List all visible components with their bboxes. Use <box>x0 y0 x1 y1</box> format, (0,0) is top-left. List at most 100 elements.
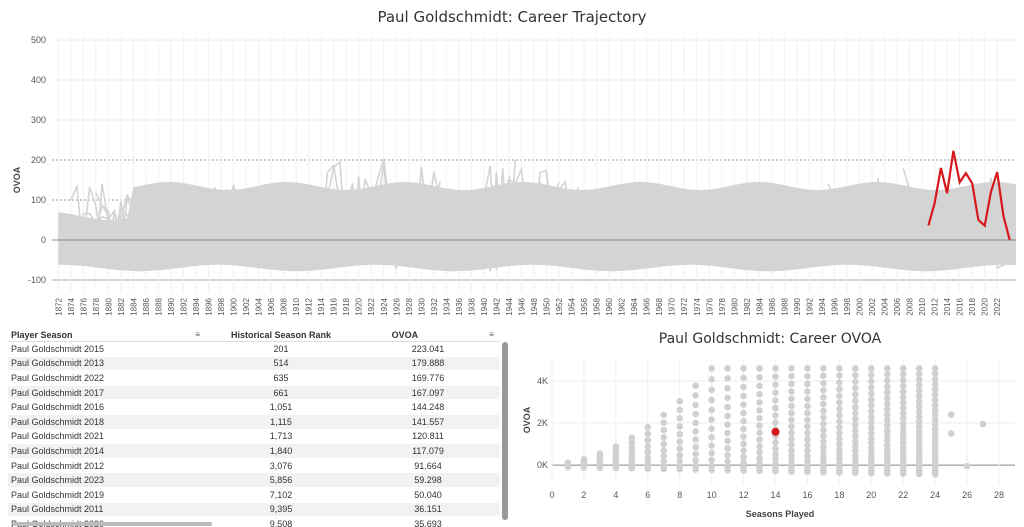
x-tick-label: 1898 <box>217 297 226 315</box>
player-point <box>692 457 699 464</box>
player-point <box>931 365 939 372</box>
player-point <box>740 365 747 372</box>
x-tick-label: 1892 <box>179 297 188 315</box>
x-tick-label: 1992 <box>805 297 814 315</box>
ovoa-cell: 144.248 <box>411 402 445 413</box>
header-rank[interactable]: Historical Season Rank <box>230 329 332 340</box>
horizontal-scrollbar[interactable] <box>12 522 212 526</box>
rank-cell: 201 <box>273 343 289 354</box>
ovoa-cell: 120.811 <box>412 431 444 442</box>
player-point <box>836 411 843 419</box>
y-tick-label: 0K <box>537 460 548 470</box>
player-point <box>868 371 875 379</box>
league-trajectory-line <box>827 183 936 245</box>
goldschmidt-series-line[interactable] <box>927 150 1011 241</box>
player-point <box>852 447 859 455</box>
player-point <box>836 440 843 448</box>
player-point <box>931 421 939 428</box>
table-row[interactable]: Paul Goldschmidt 2022 635 169.776 <box>8 371 500 386</box>
table-row[interactable]: Paul Goldschmidt 2014 1,840 117.079 <box>8 444 500 459</box>
player-point <box>788 452 795 460</box>
player-point <box>852 384 859 392</box>
table-row[interactable]: Paul Goldschmidt 2016 1,051 144.248 <box>8 400 500 415</box>
x-tick-label: 1924 <box>380 297 389 315</box>
league-trajectory-line <box>545 213 591 252</box>
player-point <box>836 392 843 400</box>
player-point <box>804 416 811 424</box>
player-point <box>708 386 715 394</box>
player-point <box>596 450 604 458</box>
vertical-scrollbar[interactable] <box>502 342 508 520</box>
player-point <box>883 377 891 384</box>
table-row[interactable]: Paul Goldschmidt 2021 1,713 120.811 <box>8 430 500 445</box>
x-tick-label: 1918 <box>342 297 351 315</box>
table-row[interactable]: Paul Goldschmidt 2018 1,115 141.557 <box>8 414 500 430</box>
ovoa-cell: 91.664 <box>414 460 442 471</box>
x-tick-label: 14 <box>771 490 781 500</box>
sort-icon[interactable]: ≡ <box>489 330 494 339</box>
player-point <box>756 365 763 372</box>
player-point <box>852 415 859 423</box>
player-point <box>836 405 843 413</box>
x-tick-label: 1878 <box>92 297 101 315</box>
header-ovoa[interactable]: OVOA <box>391 329 419 340</box>
player-point <box>868 365 875 372</box>
table-row[interactable]: Paul Goldschmidt 2019 7,102 50.040 <box>8 488 500 503</box>
player-point <box>883 437 891 444</box>
league-trajectory-line <box>408 201 504 255</box>
player-point <box>852 391 859 398</box>
x-tick-label: 1966 <box>643 297 652 315</box>
ovoa-cell: 59.298 <box>414 475 442 486</box>
season-cell: Paul Goldschmidt 2011 <box>11 504 104 515</box>
player-point <box>931 391 939 399</box>
player-point <box>931 375 939 383</box>
player-point <box>899 404 907 412</box>
x-tick-label: 1888 <box>154 297 163 315</box>
player-point <box>788 447 795 454</box>
player-point <box>883 395 891 402</box>
player-point <box>788 365 795 372</box>
league-trajectory-line <box>326 162 428 270</box>
player-point <box>660 411 668 419</box>
goldschmidt-point[interactable] <box>771 427 780 436</box>
league-trajectory-line <box>458 171 560 272</box>
sort-icon[interactable]: ≡ <box>195 330 200 339</box>
header-player-season[interactable]: Player Season <box>11 329 73 340</box>
chart-title: Paul Goldschmidt: Career OVOA <box>658 331 882 347</box>
player-point <box>708 456 715 464</box>
table-header: Player Season ≡ Historical Season Rank OV… <box>8 328 500 342</box>
player-point <box>724 412 731 420</box>
x-tick-label: 16 <box>802 490 812 500</box>
player-point <box>788 423 795 430</box>
player-point <box>804 388 811 395</box>
x-tick-label: 18 <box>834 490 844 500</box>
player-point <box>868 377 875 385</box>
league-trajectory-line <box>783 200 892 250</box>
table-row[interactable]: Paul Goldschmidt 2012 3,076 91.664 <box>8 459 500 474</box>
player-point <box>708 449 715 457</box>
player-point <box>756 454 763 462</box>
player-point <box>820 443 827 451</box>
player-point <box>883 417 891 424</box>
x-tick-label: 1990 <box>793 297 802 315</box>
player-point <box>756 407 763 414</box>
player-point <box>836 435 843 442</box>
table-row[interactable]: Paul Goldschmidt 2011 9,395 36.151 <box>8 502 500 518</box>
rank-cell: 9,508 <box>269 518 293 527</box>
table-row[interactable]: Paul Goldschmidt 2015 201 223.041 <box>8 342 500 357</box>
table-row[interactable]: Paul Goldschmidt 2023 5,856 59.298 <box>8 473 500 488</box>
player-point <box>756 449 763 456</box>
player-point <box>644 430 652 438</box>
player-point <box>692 462 699 470</box>
player-point <box>660 426 668 434</box>
player-point <box>852 421 859 429</box>
x-tick-label: 1928 <box>405 297 414 315</box>
x-tick-label: 0 <box>549 490 554 500</box>
player-point <box>836 445 843 453</box>
player-point <box>852 427 859 434</box>
table-row[interactable]: Paul Goldschmidt 2017 661 167.097 <box>8 385 500 401</box>
table-row[interactable]: Paul Goldschmidt 2013 514 179.888 <box>8 356 500 372</box>
player-point <box>820 365 827 372</box>
